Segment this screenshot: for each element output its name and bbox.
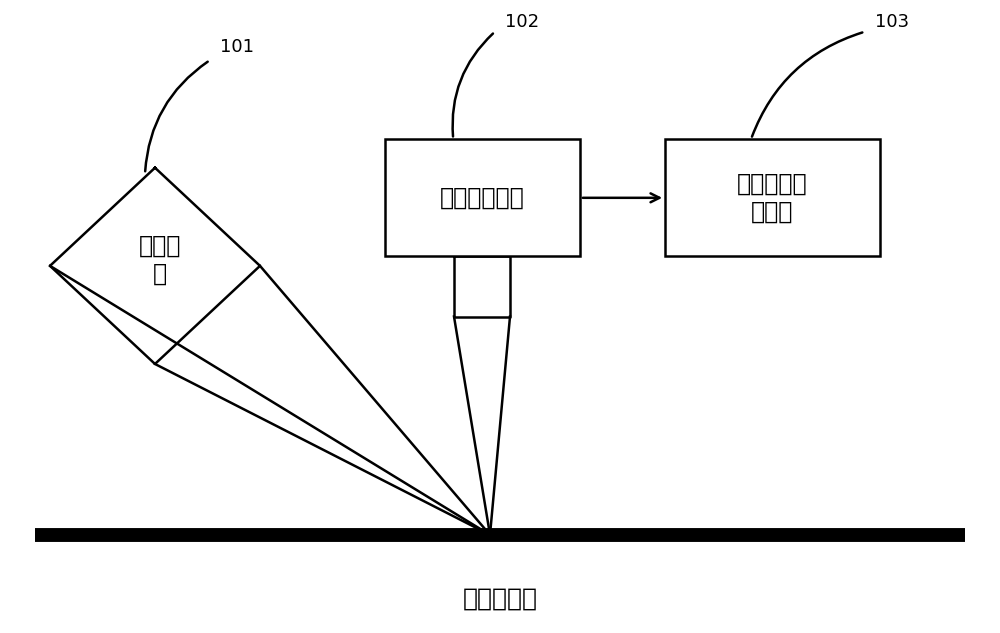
Text: 光谱曲线重
构设备: 光谱曲线重 构设备 [737, 172, 808, 223]
Text: 101: 101 [220, 39, 254, 56]
Text: 照明光
源: 照明光 源 [139, 234, 181, 285]
Text: 102: 102 [505, 13, 539, 31]
Text: 103: 103 [875, 13, 909, 31]
Bar [665, 139, 880, 256]
Bar [385, 139, 580, 256]
Text: 被测印刷品: 被测印刷品 [462, 586, 538, 610]
Text: 图像采集模块: 图像采集模块 [440, 186, 525, 210]
